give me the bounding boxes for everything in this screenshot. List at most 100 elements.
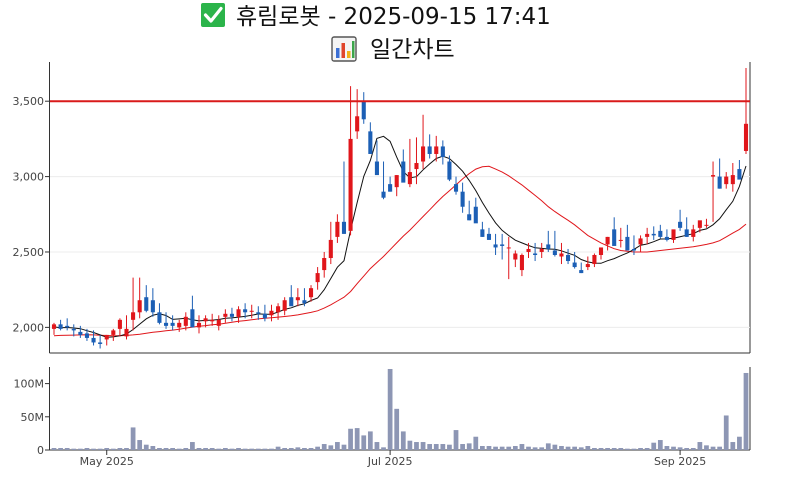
candle: [262, 304, 267, 322]
volume-bar: [176, 448, 182, 450]
candlesticks: [51, 68, 749, 349]
candle-body: [368, 131, 373, 154]
volume-bar: [572, 446, 578, 450]
chart-title-group: 휴림로봇 - 2025-09-15 17:41: [201, 3, 551, 30]
volume-bar: [381, 447, 386, 450]
candle: [401, 149, 406, 183]
candle-body: [500, 244, 505, 246]
candle: [341, 161, 347, 234]
volume-bar: [269, 448, 274, 450]
volume-bar: [460, 444, 465, 450]
candle: [295, 288, 300, 307]
candle-body: [170, 322, 175, 326]
candle: [361, 92, 366, 124]
chart-subtitle: 일간차트: [370, 37, 455, 63]
candle-body: [335, 221, 340, 237]
volume-bar: [723, 415, 729, 450]
candle: [51, 322, 57, 335]
date-tick-label: May 2025: [80, 455, 134, 468]
candle-body: [157, 312, 162, 323]
candle-body: [131, 312, 136, 320]
candle: [434, 135, 439, 162]
volume-bar: [651, 442, 657, 450]
candle-body: [144, 297, 149, 311]
candle: [612, 217, 617, 246]
candle: [91, 330, 96, 346]
volume-bar: [321, 444, 327, 450]
candle: [691, 224, 696, 242]
volume-bar: [91, 448, 96, 450]
candle: [216, 315, 221, 331]
candle-body: [203, 318, 208, 322]
candle: [302, 288, 307, 307]
candle: [78, 325, 83, 338]
candle-body: [697, 220, 702, 228]
candle: [533, 242, 538, 262]
candle-body: [262, 313, 267, 319]
candle: [493, 233, 498, 255]
volume-bar: [664, 446, 670, 450]
candle-body: [486, 233, 492, 240]
volume-bar: [605, 448, 610, 450]
volume-bar: [150, 446, 156, 450]
candle-body: [743, 123, 749, 151]
volume-bar: [170, 448, 176, 450]
volume-bar: [51, 448, 57, 450]
candle: [322, 251, 327, 278]
candle: [421, 114, 426, 170]
date-tick-label: Jul 2025: [367, 455, 413, 468]
candle-body: [117, 319, 122, 329]
chart-subtitle-group: 일간차트: [331, 36, 455, 63]
candle: [500, 233, 505, 260]
volume-bar: [631, 448, 637, 450]
candle: [137, 277, 142, 319]
candle-body: [691, 229, 696, 237]
volume-bar: [64, 448, 70, 450]
candle: [730, 163, 735, 192]
candle: [671, 229, 676, 243]
volume-bar: [545, 443, 551, 450]
volume-bar: [58, 448, 63, 450]
price-tick-label: 2,500: [13, 246, 45, 259]
volume-bar: [315, 446, 320, 450]
candle: [177, 319, 182, 332]
candle: [381, 161, 386, 200]
candle: [111, 328, 116, 341]
candle: [243, 303, 248, 319]
candle-body: [592, 254, 597, 265]
candle-body: [664, 236, 669, 240]
candle-body: [341, 221, 347, 234]
candle-body: [651, 233, 656, 236]
volume-bar: [348, 428, 353, 450]
volume-bar: [704, 445, 709, 450]
candle-body: [177, 322, 182, 328]
candle-body: [91, 337, 96, 343]
candle: [170, 315, 175, 331]
volume-bar: [97, 448, 103, 450]
volume-bar: [216, 448, 222, 450]
candle: [210, 313, 215, 326]
volume-bar: [190, 442, 195, 450]
candle: [407, 138, 412, 188]
volume-bar: [690, 448, 696, 450]
date-tick-label: Sep 2025: [654, 455, 706, 468]
volume-bar: [638, 448, 643, 450]
candle-body: [566, 254, 571, 262]
candle-body: [71, 328, 76, 331]
candle-body: [163, 322, 169, 326]
price-tick-label: 3,000: [13, 171, 45, 184]
volume-bar: [335, 442, 340, 450]
candle: [592, 253, 597, 268]
volume-bar: [229, 448, 235, 450]
candle-body: [183, 316, 188, 326]
candle: [414, 137, 419, 185]
volume-bar: [77, 448, 83, 450]
candle-body: [124, 328, 129, 337]
candle: [282, 297, 287, 316]
candle-body: [394, 175, 399, 188]
candle: [328, 221, 333, 265]
candle: [71, 324, 76, 337]
candle: [131, 277, 136, 331]
candle: [579, 262, 584, 274]
candle: [546, 230, 551, 252]
